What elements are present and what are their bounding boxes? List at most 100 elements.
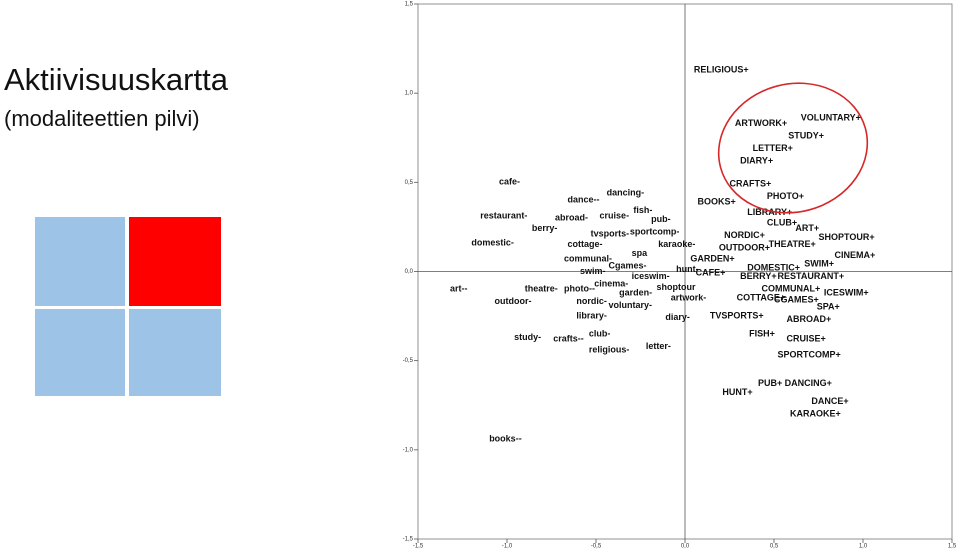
y-tick-label: 0,5 xyxy=(405,180,414,186)
x-tick-label: 1,0 xyxy=(859,544,868,550)
points: cafe-dance-- dancing-fish-restaurant-abro… xyxy=(450,64,875,443)
x-tick-label: -0,5 xyxy=(591,544,602,550)
quadrant xyxy=(129,309,221,396)
point-label: domestic- xyxy=(471,237,514,247)
point-label: BOOKS+ xyxy=(697,196,735,206)
point-label: HUNT+ xyxy=(722,387,752,397)
point-label: study- xyxy=(514,332,541,342)
point-label: tvsports- xyxy=(591,228,630,238)
quadrant xyxy=(129,217,221,306)
point-label: LIBRARY+ xyxy=(747,207,792,217)
x-tick-label: 1,5 xyxy=(948,544,957,550)
point-label: ICESWIM+ xyxy=(824,287,869,297)
highlight-circle xyxy=(717,82,869,214)
point-label: CLUB+ xyxy=(767,218,797,228)
point-label: voluntary- xyxy=(608,300,652,310)
point-label: SWIM+ xyxy=(804,259,834,269)
point-label: pub- xyxy=(651,214,671,224)
x-tick-label: 0,0 xyxy=(681,544,690,550)
point-label: ABROAD+ xyxy=(786,314,831,324)
y-tick-label: 1,5 xyxy=(405,2,414,8)
point-label: CINEMA+ xyxy=(835,250,876,260)
point-label: RELIGIOUS+ xyxy=(694,64,749,74)
point-label: CGAMES+ xyxy=(774,294,819,304)
x-tick-label: -1,5 xyxy=(413,544,424,550)
point-label: SPA+ xyxy=(817,302,840,312)
point-label: OUTDOOR+ xyxy=(719,243,770,253)
point-label: club- xyxy=(589,328,611,338)
point-label: KARAOKE+ xyxy=(790,409,841,419)
point-label: letter- xyxy=(646,341,671,351)
reference-lines xyxy=(418,4,952,539)
point-label: Cgames- xyxy=(608,261,646,271)
quadrant-icon xyxy=(35,217,221,396)
point-label: communal- xyxy=(564,253,612,263)
point-label: abroad- xyxy=(555,212,588,222)
point-label: DANCING+ xyxy=(785,378,832,388)
point-label: swim- xyxy=(580,266,606,276)
point-label: cottage- xyxy=(568,239,603,249)
point-label: TVSPORTS+ xyxy=(710,310,764,320)
point-label: ARTWORK+ xyxy=(735,118,787,128)
point-label: nordic- xyxy=(576,296,607,306)
point-label: artwork- xyxy=(671,293,707,303)
point-label: VOLUNTARY+ xyxy=(801,113,861,123)
point-label: SHOPTOUR+ xyxy=(819,232,875,242)
y-tick-label: -0,5 xyxy=(403,358,414,364)
point-label: LETTER+ xyxy=(753,143,793,153)
point-label: FISH+ xyxy=(749,328,775,338)
point-label: GARDEN+ xyxy=(690,253,734,263)
point-label: DANCE+ xyxy=(811,396,848,406)
ticks: -1,5 -1,0 -0,5 0,0 0,5 1,0 1,5 -1,5 -1,0 -0,5 0,0 0… xyxy=(403,2,957,550)
point-label: COMMUNAL+ xyxy=(762,284,821,294)
point-label: library- xyxy=(576,310,607,320)
point-label: hunt- xyxy=(676,264,699,274)
point-label: STUDY+ xyxy=(788,130,824,140)
slide-subtitle: (modaliteettien pilvi) xyxy=(4,106,200,131)
point-label: dancing- xyxy=(607,187,645,197)
y-tick-label: 0,0 xyxy=(405,269,414,275)
point-label: sportcomp- xyxy=(630,227,680,237)
point-label: THEATRE+ xyxy=(769,239,816,249)
quadrant xyxy=(35,217,125,306)
point-label: DOMESTIC+ xyxy=(747,262,800,272)
point-label: CRAFTS+ xyxy=(730,178,772,188)
point-label: dance-- xyxy=(568,195,600,205)
point-label: iceswim- xyxy=(632,271,670,281)
point-label: photo-- xyxy=(564,284,595,294)
point-label: karaoke- xyxy=(658,239,695,249)
point-label: CRUISE+ xyxy=(786,334,825,344)
y-tick-label: 1,0 xyxy=(405,91,414,97)
point-label: RESTAURANT+ xyxy=(778,271,845,281)
slide-title: Aktiivisuuskartta xyxy=(4,62,229,97)
point-label: outdoor- xyxy=(495,296,532,306)
y-tick-label: -1,5 xyxy=(403,537,414,543)
point-label: DIARY+ xyxy=(740,155,773,165)
point-label: COTTAGE+ xyxy=(737,293,786,303)
point-label: art-- xyxy=(450,284,468,294)
point-label: NORDIC+ xyxy=(724,230,765,240)
point-label: ART+ xyxy=(795,223,819,233)
x-tick-label: -1,0 xyxy=(502,544,513,550)
point-label: berry- xyxy=(532,223,558,233)
point-label: PHOTO+ xyxy=(767,191,804,201)
x-tick-label: 0,5 xyxy=(770,544,779,550)
point-label: theatre- xyxy=(525,284,558,294)
point-label: religious- xyxy=(589,344,630,354)
point-label: spa xyxy=(632,248,649,258)
point-label: restaurant- xyxy=(480,211,527,221)
point-label: SPORTCOMP+ xyxy=(778,350,841,360)
point-label: shoptour xyxy=(657,282,696,292)
point-label: BERRY+ xyxy=(740,271,776,281)
point-label: crafts-- xyxy=(553,334,584,344)
y-tick-label: -1,0 xyxy=(403,447,414,453)
quadrant xyxy=(35,309,125,396)
point-label: garden- xyxy=(619,287,652,297)
point-label: cinema- xyxy=(594,278,628,288)
point-label: cruise- xyxy=(600,211,630,221)
point-label: PUB+ xyxy=(758,378,782,388)
point-label: fish- xyxy=(633,205,652,215)
point-label: books-- xyxy=(489,434,522,444)
point-label: cafe- xyxy=(499,177,520,187)
